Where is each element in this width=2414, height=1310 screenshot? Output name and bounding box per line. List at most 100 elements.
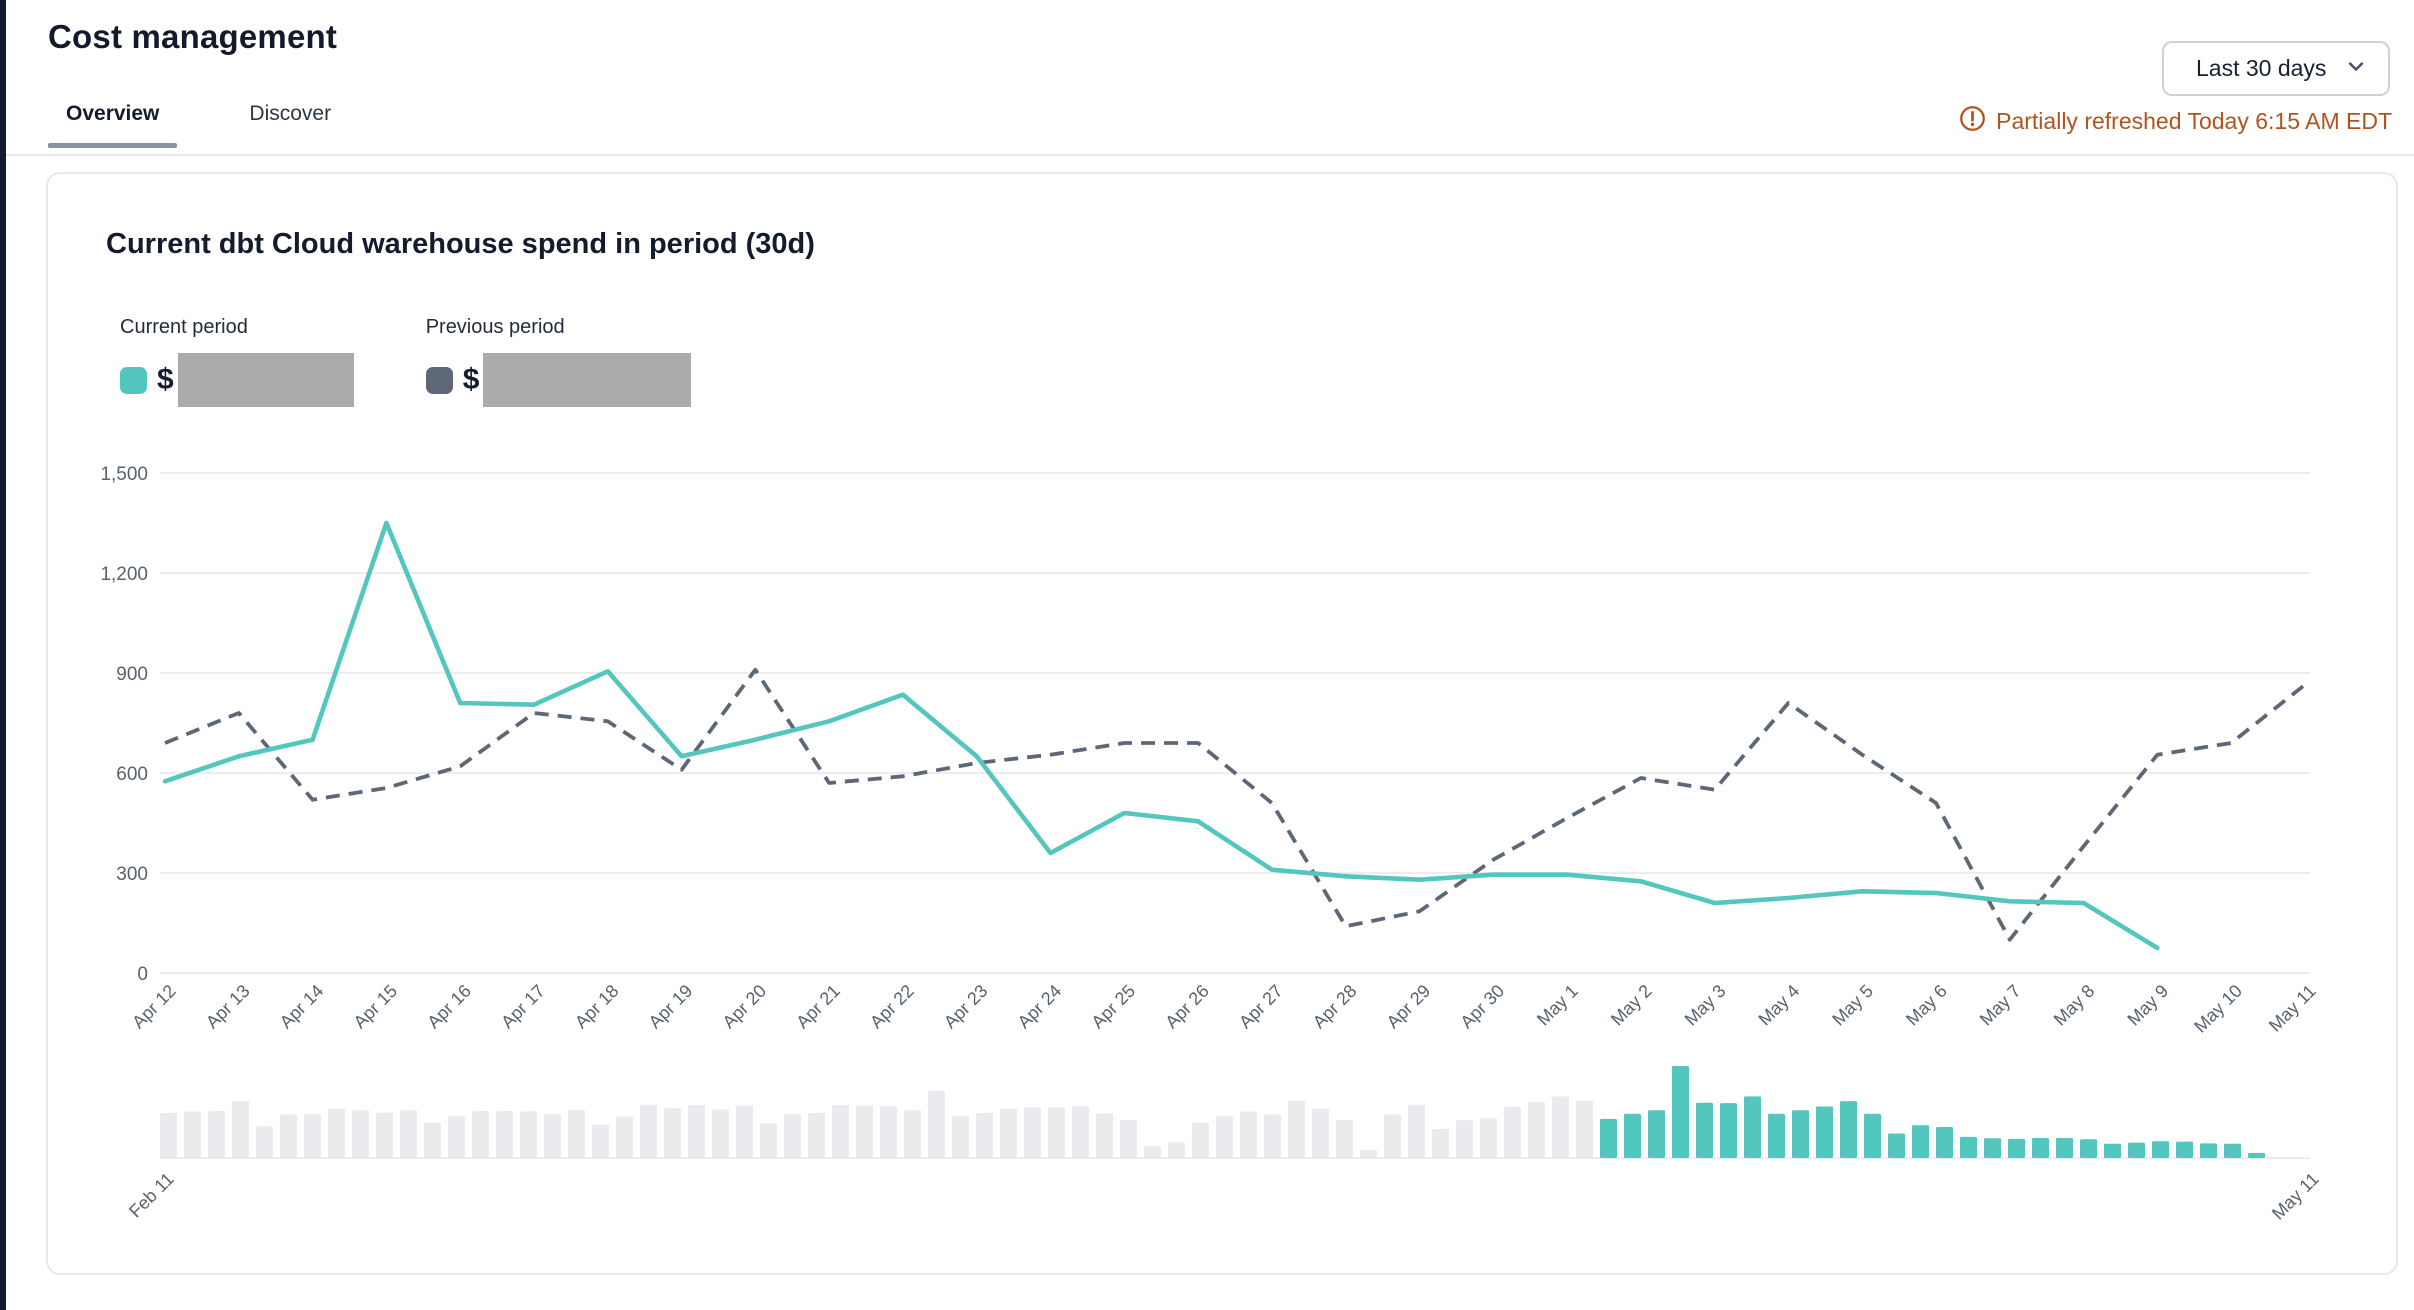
brush-bar[interactable]	[1480, 1118, 1497, 1158]
brush-bar[interactable]	[1552, 1096, 1569, 1158]
brush-bar-selected[interactable]	[1984, 1138, 2001, 1158]
brush-bar[interactable]	[832, 1105, 849, 1158]
brush-bar[interactable]	[1528, 1102, 1545, 1158]
brush-bar[interactable]	[1384, 1114, 1401, 1158]
brush-bar[interactable]	[472, 1110, 489, 1158]
brush-bar[interactable]	[1072, 1106, 1089, 1158]
brush-bar[interactable]	[736, 1105, 753, 1158]
brush-bar-selected[interactable]	[1888, 1133, 1905, 1158]
brush-bar[interactable]	[352, 1110, 369, 1158]
brush-bar-selected[interactable]	[2056, 1137, 2073, 1158]
brush-bar-selected[interactable]	[1744, 1096, 1761, 1158]
brush-bar[interactable]	[880, 1106, 897, 1158]
brush-bar-selected[interactable]	[1792, 1110, 1809, 1158]
date-range-select[interactable]: Last 30 days	[2162, 41, 2390, 96]
brush-bar[interactable]	[1096, 1113, 1113, 1158]
svg-text:Apr 12: Apr 12	[128, 981, 180, 1033]
brush-bar[interactable]	[928, 1090, 945, 1158]
brush-bar[interactable]	[1024, 1107, 1041, 1158]
brush-bar[interactable]	[904, 1110, 921, 1158]
brush-bar[interactable]	[1216, 1116, 1233, 1158]
brush-bar[interactable]	[424, 1122, 441, 1158]
brush-bar-selected[interactable]	[1600, 1118, 1617, 1158]
brush-bar-selected[interactable]	[1648, 1110, 1665, 1158]
brush-bar[interactable]	[592, 1124, 609, 1158]
brush-bar-selected[interactable]	[1936, 1126, 1953, 1158]
brush-bar[interactable]	[1504, 1106, 1521, 1158]
brush-bar[interactable]	[1336, 1119, 1353, 1158]
brush-bar[interactable]	[520, 1111, 537, 1158]
tab-overview[interactable]: Overview	[47, 102, 178, 148]
brush-bar[interactable]	[760, 1123, 777, 1158]
brush-bar[interactable]	[808, 1113, 825, 1158]
brush-bar[interactable]	[568, 1109, 585, 1158]
brush-bar[interactable]	[1048, 1107, 1065, 1158]
legend-label: Previous period	[425, 316, 565, 338]
brush-bar-selected[interactable]	[2008, 1138, 2025, 1158]
brush-bar-selected[interactable]	[2248, 1152, 2265, 1158]
brush-bar[interactable]	[280, 1114, 297, 1158]
brush-bar[interactable]	[208, 1110, 225, 1158]
brush-bar[interactable]	[1240, 1111, 1257, 1158]
brush-bar[interactable]	[616, 1116, 633, 1158]
brush-bar-selected[interactable]	[1720, 1103, 1737, 1158]
brush-bar-selected[interactable]	[2152, 1141, 2169, 1158]
brush-bar-selected[interactable]	[2080, 1139, 2097, 1158]
brush-bar[interactable]	[1144, 1146, 1161, 1158]
brush-bar-selected[interactable]	[2104, 1143, 2121, 1158]
brush-bar-selected[interactable]	[2200, 1143, 2217, 1158]
brush-bar[interactable]	[1432, 1129, 1449, 1158]
time-range-brush[interactable]	[160, 1066, 2265, 1158]
brush-bar-selected[interactable]	[1768, 1113, 1785, 1158]
brush-bar-selected[interactable]	[1864, 1113, 1881, 1158]
brush-bar[interactable]	[448, 1116, 465, 1158]
brush-bar-selected[interactable]	[2176, 1141, 2193, 1158]
brush-bar[interactable]	[544, 1114, 561, 1158]
brush-bar[interactable]	[496, 1110, 513, 1158]
brush-bar-selected[interactable]	[1912, 1125, 1929, 1158]
previous-period-line[interactable]	[164, 667, 2307, 942]
brush-bar[interactable]	[1000, 1108, 1017, 1158]
brush-bar[interactable]	[1408, 1104, 1425, 1158]
brush-end-label: May 11	[2268, 1169, 2323, 1224]
brush-bar[interactable]	[784, 1114, 801, 1158]
brush-bar[interactable]	[328, 1108, 345, 1158]
brush-bar[interactable]	[184, 1111, 201, 1158]
brush-bar[interactable]	[1288, 1100, 1305, 1158]
brush-bar[interactable]	[1456, 1120, 1473, 1158]
brush-bar[interactable]	[1264, 1114, 1281, 1158]
brush-bar[interactable]	[856, 1105, 873, 1158]
brush-bar[interactable]	[400, 1110, 417, 1158]
brush-bar[interactable]	[1360, 1149, 1377, 1158]
brush-bar-selected[interactable]	[1816, 1106, 1833, 1158]
brush-bar-selected[interactable]	[2224, 1143, 2241, 1158]
brush-bar[interactable]	[688, 1105, 705, 1158]
brush-bar-selected[interactable]	[2128, 1142, 2145, 1158]
brush-bar[interactable]	[664, 1108, 681, 1158]
tab-discover[interactable]: Discover	[249, 102, 332, 125]
brush-bar[interactable]	[640, 1104, 657, 1158]
brush-bar-selected[interactable]	[1624, 1113, 1641, 1158]
brush-bar[interactable]	[256, 1126, 273, 1158]
brush-bar[interactable]	[160, 1113, 177, 1158]
brush-bar[interactable]	[1192, 1122, 1209, 1158]
brush-bar[interactable]	[1312, 1108, 1329, 1158]
brush-bar-selected[interactable]	[1672, 1066, 1689, 1158]
brush-bar[interactable]	[1168, 1142, 1185, 1158]
brush-bar-selected[interactable]	[1960, 1136, 1977, 1158]
brush-bar[interactable]	[1120, 1119, 1137, 1158]
brush-bar[interactable]	[952, 1115, 969, 1158]
brush-bar[interactable]	[304, 1114, 321, 1158]
current-period-line[interactable]	[162, 520, 2160, 951]
brush-bar[interactable]	[376, 1112, 393, 1158]
brush-bar-selected[interactable]	[1696, 1102, 1713, 1158]
brush-bar-selected[interactable]	[1840, 1101, 1857, 1158]
brush-bar-selected[interactable]	[2032, 1137, 2049, 1158]
brush-bar[interactable]	[1576, 1100, 1593, 1158]
brush-bar[interactable]	[712, 1109, 729, 1158]
svg-text:300: 300	[116, 864, 148, 885]
brush-bar[interactable]	[232, 1101, 249, 1158]
brush-bar[interactable]	[976, 1113, 993, 1158]
